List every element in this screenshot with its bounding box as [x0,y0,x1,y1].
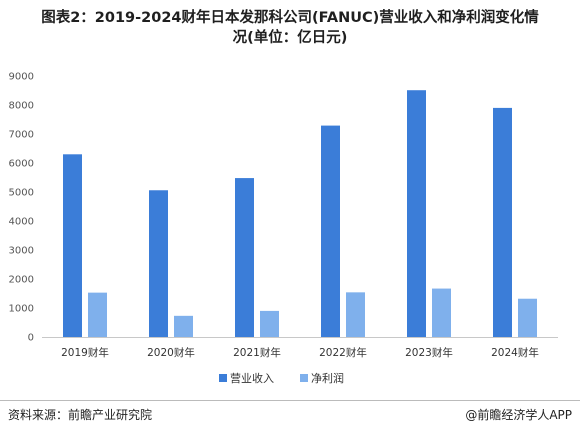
legend-label: 营业收入 [230,371,274,385]
legend-label: 净利润 [311,371,344,385]
bar-revenue [63,154,82,337]
bar-net-profit [346,292,365,337]
legend-swatch [219,374,227,382]
y-tick-label: 3000 [9,246,34,257]
brand-credit: @前瞻经济学人APP [465,408,572,422]
y-tick-label: 0 [28,333,34,344]
legend-swatch [300,374,308,382]
y-tick-label: 4000 [9,217,34,228]
x-tick-label: 2023财年 [405,346,453,359]
bar-net-profit [518,298,537,337]
source-note: 资料来源：前瞻产业研究院 [8,408,153,422]
x-tick-label: 2022财年 [319,346,367,359]
x-tick-label: 2019财年 [61,346,109,359]
y-tick-label: 6000 [9,159,34,170]
bar-revenue [321,125,340,337]
y-tick-label: 2000 [9,275,34,286]
bar-net-profit [88,292,107,337]
bar-net-profit [432,288,451,337]
footer: 资料来源：前瞻产业研究院 @前瞻经济学人APP [0,400,580,425]
y-tick-label: 5000 [9,188,34,199]
y-tick-label: 7000 [9,130,34,141]
x-tick-label: 2024财年 [491,346,539,359]
bar-net-profit [260,310,279,337]
y-tick-label: 9000 [9,72,34,83]
x-tick-label: 2020财年 [147,346,195,359]
bar-net-profit [174,315,193,337]
chart-title: 图表2：2019-2024财年日本发那科公司(FANUC)营业收入和净利润变化情… [41,10,539,46]
bar-chart: 0 1000 2000 3000 4000 5000 6000 7000 8000 9000 201… [9,72,558,385]
bar-revenue [235,178,254,337]
bar-revenue [407,90,426,338]
bar-revenue [493,107,512,338]
bar-revenue [149,190,168,337]
y-tick-label: 1000 [9,304,34,315]
y-tick-label: 8000 [9,101,34,112]
x-tick-label: 2021财年 [233,346,281,359]
